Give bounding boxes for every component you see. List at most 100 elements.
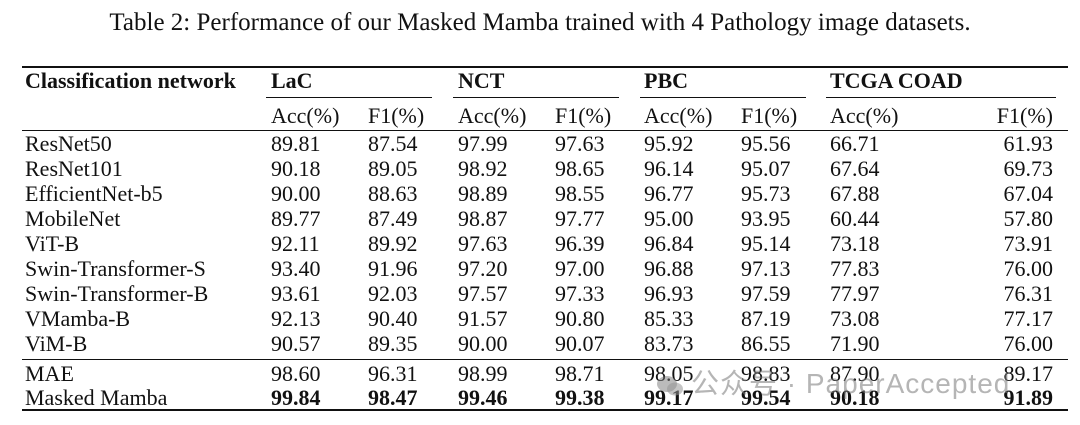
table-cell: 89.35 <box>368 331 418 356</box>
table-cell: 87.90 <box>830 361 880 386</box>
table-cell: 73.91 <box>1003 231 1054 256</box>
table-cell: 87.19 <box>741 306 791 331</box>
table-cell: 60.44 <box>830 206 880 231</box>
table-cell: 90.80 <box>555 306 605 331</box>
row-name: ViM-B <box>25 331 88 356</box>
table-cell: 57.80 <box>1003 206 1054 231</box>
table-cell: 91.96 <box>368 256 418 281</box>
table-cell: 95.73 <box>741 181 791 206</box>
table-cell: 89.92 <box>368 231 418 256</box>
table-cell: 67.64 <box>830 156 880 181</box>
header-rule <box>22 130 1068 131</box>
table-cell: 77.83 <box>830 256 880 281</box>
table-cell: 99.46 <box>458 385 508 410</box>
table-cell: 96.39 <box>555 231 605 256</box>
table-cell: 77.17 <box>1003 306 1054 331</box>
table-cell: 73.08 <box>830 306 880 331</box>
table-cell: 91.89 <box>1003 385 1054 410</box>
dataset-header: TCGA COAD <box>830 68 963 93</box>
metric-header: F1(%) <box>368 103 425 128</box>
table-cell: 69.73 <box>1003 156 1054 181</box>
table-cell: 93.40 <box>271 256 321 281</box>
table-cell: 76.31 <box>1003 281 1054 306</box>
row-name: Swin-Transformer-S <box>25 256 206 281</box>
table-cell: 93.61 <box>271 281 321 306</box>
table-cell: 90.07 <box>555 331 605 356</box>
table-cell: 98.60 <box>271 361 321 386</box>
table-cell: 90.18 <box>830 385 880 410</box>
table-cell: 98.71 <box>555 361 605 386</box>
row-name: ResNet50 <box>25 131 112 156</box>
table-cell: 96.14 <box>644 156 694 181</box>
table-cell: 97.13 <box>741 256 791 281</box>
bottom-rule <box>22 409 1068 411</box>
table-cell: 97.77 <box>555 206 605 231</box>
table-cell: 89.77 <box>271 206 321 231</box>
row-name: MAE <box>25 361 74 386</box>
table-cell: 97.57 <box>458 281 508 306</box>
metric-header: F1(%) <box>741 103 798 128</box>
wechat-icon <box>657 375 683 396</box>
table-cell: 89.17 <box>1003 361 1054 386</box>
table-cell: 90.40 <box>368 306 418 331</box>
table-cell: 92.13 <box>271 306 321 331</box>
table-cell: 95.56 <box>741 131 791 156</box>
table-cell: 90.00 <box>458 331 508 356</box>
table-cell: 66.71 <box>830 131 880 156</box>
table-caption: Table 2: Performance of our Masked Mamba… <box>109 9 971 36</box>
table-cell: 97.63 <box>458 231 508 256</box>
table-cell: 90.00 <box>271 181 321 206</box>
row-name: EfficientNet-b5 <box>25 181 163 206</box>
table-cell: 61.93 <box>1003 131 1054 156</box>
table-cell: 83.73 <box>644 331 694 356</box>
table-cell: 98.99 <box>458 361 508 386</box>
row-name: ResNet101 <box>25 156 123 181</box>
table-cell: 73.18 <box>830 231 880 256</box>
table-cell: 98.83 <box>741 361 791 386</box>
table-cell: 85.33 <box>644 306 694 331</box>
table-cell: 95.14 <box>741 231 791 256</box>
row-name: Masked Mamba <box>25 385 168 410</box>
table-cell: 90.57 <box>271 331 321 356</box>
watermark: 公众号 · PaperAccepted <box>655 362 1010 402</box>
metric-header: F1(%) <box>996 103 1053 128</box>
watermark-text: 公众号 · PaperAccepted <box>691 368 1011 399</box>
table-cell: 97.63 <box>555 131 605 156</box>
table-cell: 98.65 <box>555 156 605 181</box>
metric-header: Acc(%) <box>271 103 340 128</box>
table-cell: 87.54 <box>368 131 418 156</box>
table-cell: 90.18 <box>271 156 321 181</box>
table-cell: 97.20 <box>458 256 508 281</box>
table-cell: 88.63 <box>368 181 418 206</box>
table-cell: 86.55 <box>741 331 791 356</box>
table-cell: 92.11 <box>271 231 320 256</box>
table-cell: 96.77 <box>644 181 694 206</box>
table-cell: 95.92 <box>644 131 694 156</box>
dataset-header: NCT <box>458 68 505 93</box>
mid-rule <box>22 359 1068 360</box>
table-cell: 96.93 <box>644 281 694 306</box>
header-network: Classification network <box>25 68 236 93</box>
table-cell: 97.33 <box>555 281 605 306</box>
table-cell: 87.49 <box>368 206 418 231</box>
table-cell: 96.84 <box>644 231 694 256</box>
row-name: MobileNet <box>25 206 121 231</box>
table-cell: 92.03 <box>368 281 418 306</box>
table-cell: 76.00 <box>1003 256 1054 281</box>
table-cell: 95.07 <box>741 156 791 181</box>
table-cell: 98.87 <box>458 206 508 231</box>
table-cell: 99.38 <box>555 385 605 410</box>
metric-header: Acc(%) <box>644 103 713 128</box>
table-cell: 99.54 <box>741 385 791 410</box>
dataset-rule-pbc <box>640 97 806 98</box>
top-rule <box>22 66 1068 68</box>
table-cell: 97.99 <box>458 131 508 156</box>
table-cell: 97.00 <box>555 256 605 281</box>
metric-header: Acc(%) <box>830 103 899 128</box>
metric-header: F1(%) <box>555 103 612 128</box>
table-cell: 93.95 <box>741 206 791 231</box>
dataset-header: LaC <box>271 68 313 93</box>
table-cell: 98.92 <box>458 156 508 181</box>
dataset-rule-tcga <box>826 97 1056 98</box>
table-cell: 98.89 <box>458 181 508 206</box>
